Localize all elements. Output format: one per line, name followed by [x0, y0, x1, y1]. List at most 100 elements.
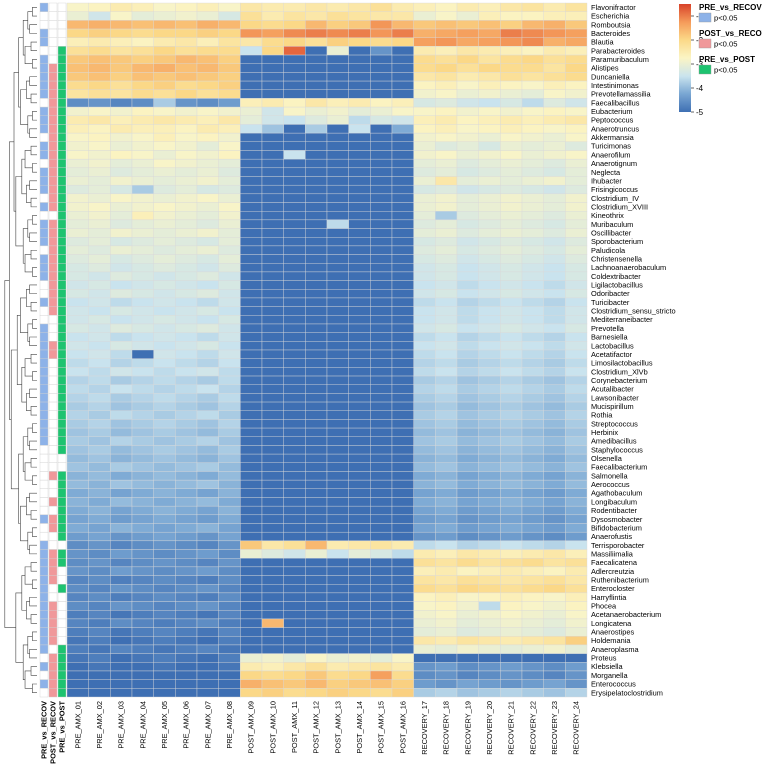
heatmap-cell — [500, 315, 523, 325]
heatmap-cell — [305, 141, 328, 151]
heatmap-cell — [131, 115, 154, 125]
heatmap-cell — [175, 558, 198, 568]
annotation-cell — [39, 644, 49, 654]
row-label: Faecalicatena — [591, 558, 638, 567]
heatmap-cell — [456, 341, 479, 351]
heatmap-cell — [435, 497, 458, 507]
heatmap-cell — [131, 297, 154, 307]
heatmap-cell — [88, 2, 111, 12]
heatmap-cell — [478, 436, 501, 446]
annotation-cell — [39, 228, 49, 238]
column-label: POST_AMX_10 — [268, 701, 277, 754]
annotation-cell — [57, 445, 67, 455]
heatmap-cell — [326, 644, 349, 654]
heatmap-cell — [543, 497, 566, 507]
row-label: Coldextribacter — [591, 272, 641, 281]
heatmap-cell — [435, 358, 458, 368]
annotation-cell — [57, 297, 67, 307]
row-label: Escherichia — [591, 12, 630, 21]
heatmap-cell — [565, 679, 588, 689]
heatmap-cell — [196, 176, 219, 186]
heatmap-cell — [110, 210, 133, 221]
heatmap-cell — [565, 505, 588, 516]
heatmap-cell — [196, 375, 219, 385]
heatmap-cell — [391, 202, 414, 212]
heatmap-cell — [218, 566, 241, 576]
heatmap-cell — [435, 592, 458, 602]
annotation-cell — [57, 20, 67, 30]
heatmap-cell — [565, 610, 588, 620]
row-label: Frisingicoccus — [591, 185, 638, 194]
heatmap-cell — [435, 150, 458, 160]
heatmap-cell — [196, 401, 219, 411]
heatmap-cell — [196, 11, 219, 21]
heatmap-cell — [66, 297, 89, 307]
heatmap-cell — [326, 124, 349, 134]
heatmap-cell — [261, 263, 284, 273]
heatmap-cell — [521, 11, 544, 21]
heatmap-cell — [435, 514, 458, 524]
heatmap-cell — [543, 332, 566, 342]
row-label: Paramuribaculum — [591, 55, 649, 64]
heatmap-cell — [88, 375, 111, 385]
heatmap-cell — [175, 488, 198, 498]
heatmap-cell — [543, 280, 566, 290]
heatmap-cell — [66, 636, 89, 646]
heatmap-cell — [370, 306, 393, 316]
heatmap-cell — [218, 453, 241, 463]
heatmap-cell — [370, 592, 393, 602]
heatmap-cell — [348, 228, 371, 238]
heatmap-cell — [131, 271, 154, 281]
annotation-cell — [48, 462, 58, 472]
heatmap-cell — [521, 644, 544, 654]
heatmap-cell — [88, 263, 111, 273]
row-label: Intestinimonas — [591, 81, 639, 90]
heatmap-cell — [153, 410, 176, 420]
heatmap-cell — [66, 323, 89, 333]
heatmap-cell — [500, 453, 523, 463]
heatmap-cell — [131, 601, 154, 611]
heatmap-cell — [413, 610, 436, 620]
heatmap-cell — [500, 210, 523, 221]
heatmap-cell — [305, 618, 328, 628]
heatmap-cell — [413, 601, 436, 611]
heatmap-cell — [305, 566, 328, 576]
heatmap-cell — [175, 184, 198, 195]
heatmap-cell — [66, 575, 89, 585]
row-label: Salmonella — [591, 471, 628, 480]
heatmap-cell — [435, 297, 458, 307]
row-label: Proteus — [591, 654, 617, 663]
heatmap-cell — [283, 11, 306, 21]
heatmap-cell — [261, 2, 284, 12]
heatmap-cell — [348, 453, 371, 463]
heatmap-cell — [283, 566, 306, 576]
heatmap-cell — [456, 462, 479, 472]
annotation-cell — [48, 306, 58, 316]
heatmap-cell — [391, 427, 414, 437]
heatmap-cell — [283, 106, 306, 116]
heatmap-cell — [348, 20, 371, 30]
heatmap-cell — [88, 63, 111, 73]
heatmap-cell — [348, 592, 371, 602]
annotation-cell — [48, 636, 58, 646]
heatmap-cell — [478, 245, 501, 255]
heatmap-cell — [283, 592, 306, 602]
heatmap-cell — [240, 263, 263, 273]
heatmap-cell — [348, 106, 371, 116]
heatmap-cell — [305, 2, 328, 12]
heatmap-cell — [500, 306, 523, 316]
heatmap-cell — [153, 150, 176, 160]
heatmap-cell — [413, 106, 436, 116]
dendrogram-branch — [26, 601, 32, 620]
dendrogram-branch — [30, 614, 37, 624]
heatmap-cell — [500, 245, 523, 255]
row-label: Clostridium_IV — [591, 194, 639, 203]
heatmap-cell — [261, 54, 284, 64]
heatmap-cell — [131, 98, 154, 108]
heatmap-cell — [456, 636, 479, 646]
heatmap-cell — [88, 644, 111, 654]
heatmap-cell — [261, 349, 284, 359]
heatmap-cell — [196, 184, 219, 195]
heatmap-cell — [305, 315, 328, 325]
heatmap-cell — [326, 202, 349, 212]
